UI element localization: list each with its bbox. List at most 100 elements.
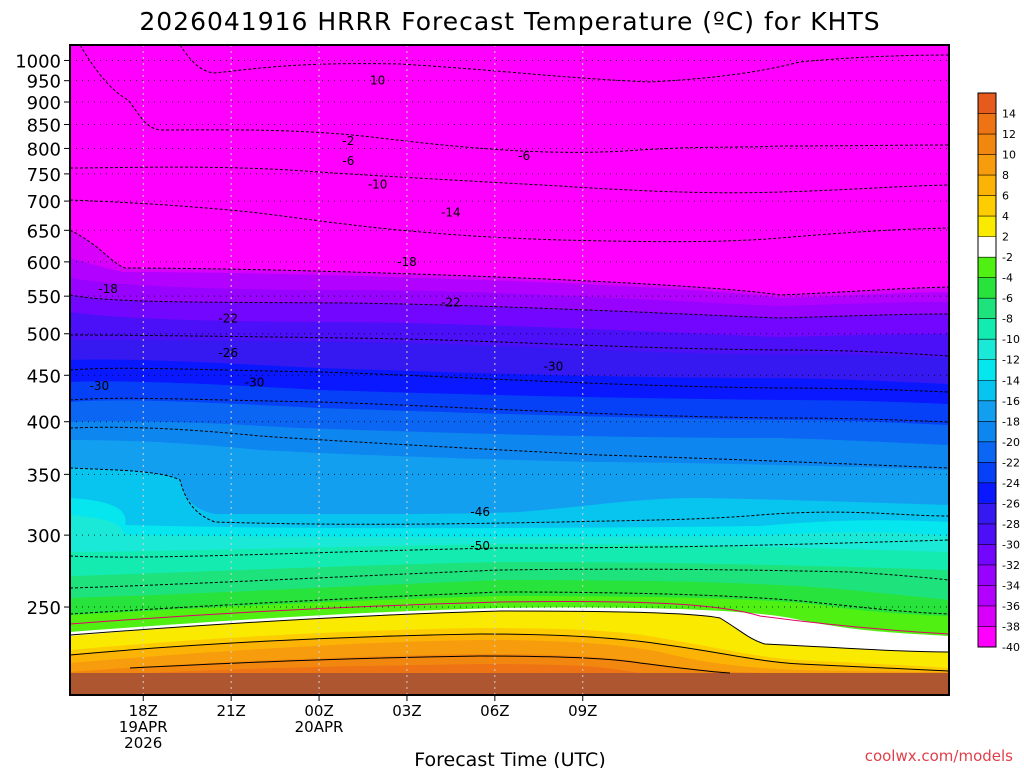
legend-label: -20 bbox=[1002, 436, 1020, 449]
legend-label: -24 bbox=[1002, 477, 1020, 490]
y-tick-label: 400 bbox=[27, 413, 61, 434]
color-legend: 14 12 10 8 6 4 2 -2 -4 -6 -8 -10 -12 -14 -16 -18 -20 -22 -… bbox=[977, 92, 1020, 654]
legend-label: -36 bbox=[1002, 600, 1020, 613]
legend-label: -10 bbox=[1002, 333, 1020, 346]
legend-label: -32 bbox=[1002, 559, 1020, 572]
isotherm-line bbox=[69, 426, 950, 469]
isotherm-line bbox=[69, 229, 950, 296]
isotherm-line bbox=[69, 467, 950, 525]
legend-label: 8 bbox=[1002, 169, 1009, 182]
legend-swatch bbox=[978, 195, 996, 217]
legend-swatch bbox=[978, 257, 996, 279]
x-axis-title: Forecast Time (UTC) bbox=[414, 749, 605, 768]
legend-swatch bbox=[978, 339, 996, 361]
legend-swatch bbox=[978, 318, 996, 340]
y-tick-label: 950 bbox=[27, 72, 61, 93]
x-tick-label: 20APR bbox=[295, 718, 344, 736]
x-tick-label: 00Z bbox=[304, 702, 333, 720]
chart-title: 2026041916 HRRR Forecast Temperature (ºC… bbox=[139, 7, 880, 36]
isotherm-line bbox=[69, 294, 950, 319]
legend-swatch bbox=[978, 154, 996, 176]
isotherm-label: -10 bbox=[368, 178, 388, 192]
isotherm-label: -18 bbox=[397, 255, 417, 269]
legend-swatch bbox=[978, 93, 996, 115]
isotherm-line bbox=[69, 166, 950, 194]
legend-label: -18 bbox=[1002, 415, 1020, 428]
grid-lines bbox=[70, 45, 949, 695]
legend-swatch bbox=[978, 544, 996, 566]
y-tick-label: 800 bbox=[27, 139, 61, 160]
x-tick-label: 21Z bbox=[216, 702, 245, 720]
pressure-axis: 2503003504004505005506006507007508008509… bbox=[15, 51, 70, 619]
x-tick-label: 19APR bbox=[119, 718, 168, 736]
legend-swatch bbox=[978, 503, 996, 525]
isotherm-label: -26 bbox=[218, 346, 238, 360]
legend-swatch bbox=[978, 359, 996, 381]
legend-label: 12 bbox=[1002, 128, 1016, 141]
legend-label: -8 bbox=[1002, 313, 1013, 326]
legend-label: -30 bbox=[1002, 538, 1020, 551]
legend-swatch bbox=[978, 564, 996, 586]
legend-swatch bbox=[978, 113, 996, 135]
legend-swatch bbox=[978, 523, 996, 545]
isotherm-label: -22 bbox=[441, 296, 461, 310]
y-tick-label: 900 bbox=[27, 93, 61, 114]
isotherm-label: -30 bbox=[245, 375, 265, 389]
y-tick-label: 250 bbox=[27, 598, 61, 619]
isotherm-line bbox=[69, 610, 950, 653]
legend-label: -38 bbox=[1002, 620, 1020, 633]
legend-swatch bbox=[978, 626, 996, 648]
credit-text: coolwx.com/models bbox=[865, 747, 1013, 765]
isotherm-line bbox=[69, 539, 950, 558]
legend-label: -40 bbox=[1002, 641, 1020, 654]
legend-swatch bbox=[978, 175, 996, 197]
legend-swatch bbox=[978, 400, 996, 422]
legend-swatch bbox=[978, 277, 996, 299]
legend-swatch bbox=[978, 482, 996, 504]
isotherm-label: -18 bbox=[98, 282, 118, 296]
isotherm-line bbox=[129, 655, 731, 674]
isotherm-lines bbox=[69, 44, 950, 674]
isotherm-label: -30 bbox=[544, 360, 564, 374]
legend-label: 4 bbox=[1002, 210, 1009, 223]
isotherm-line bbox=[69, 591, 950, 615]
legend-swatch bbox=[978, 216, 996, 238]
legend-label: 10 bbox=[1002, 149, 1016, 162]
x-tick-label: 2026 bbox=[124, 734, 162, 752]
legend-swatch bbox=[978, 585, 996, 607]
legend-label: -22 bbox=[1002, 456, 1020, 469]
legend-swatch bbox=[978, 421, 996, 443]
legend-swatch bbox=[978, 236, 996, 258]
legend-label: 2 bbox=[1002, 231, 1009, 244]
legend-swatch bbox=[978, 298, 996, 320]
band-12 bbox=[150, 664, 640, 673]
isotherm-label: 10 bbox=[370, 74, 385, 88]
isotherm-labels: -50 -46 -30 -30 -30 -26 -22 -22 -18 -18 -14 -10 -6 -6… bbox=[89, 74, 563, 553]
y-tick-label: 700 bbox=[27, 192, 61, 213]
isotherm-label: -14 bbox=[441, 206, 461, 220]
isotherm-label: -6 bbox=[518, 149, 530, 163]
y-tick-label: 550 bbox=[27, 287, 61, 308]
legend-label: -2 bbox=[1002, 251, 1013, 264]
legend-label: -12 bbox=[1002, 354, 1020, 367]
isotherm-line bbox=[69, 397, 950, 423]
isotherm-line bbox=[69, 334, 950, 357]
legend-label: -16 bbox=[1002, 395, 1020, 408]
y-tick-label: 500 bbox=[27, 325, 61, 346]
isotherm-label: -30 bbox=[89, 379, 109, 393]
isotherm-label: -6 bbox=[342, 154, 354, 168]
x-tick-label: 09Z bbox=[568, 702, 597, 720]
isotherm-line bbox=[69, 633, 950, 672]
legend-label: -4 bbox=[1002, 272, 1013, 285]
legend-label: -14 bbox=[1002, 374, 1020, 387]
y-tick-label: 600 bbox=[27, 253, 61, 274]
isotherm-line bbox=[79, 44, 950, 153]
legend-swatch bbox=[978, 441, 996, 463]
isotherm-line bbox=[69, 199, 950, 243]
isotherm-label: -46 bbox=[470, 505, 490, 519]
y-tick-label: 350 bbox=[27, 465, 61, 486]
legend-label: 6 bbox=[1002, 190, 1009, 203]
legend-label: -28 bbox=[1002, 518, 1020, 531]
